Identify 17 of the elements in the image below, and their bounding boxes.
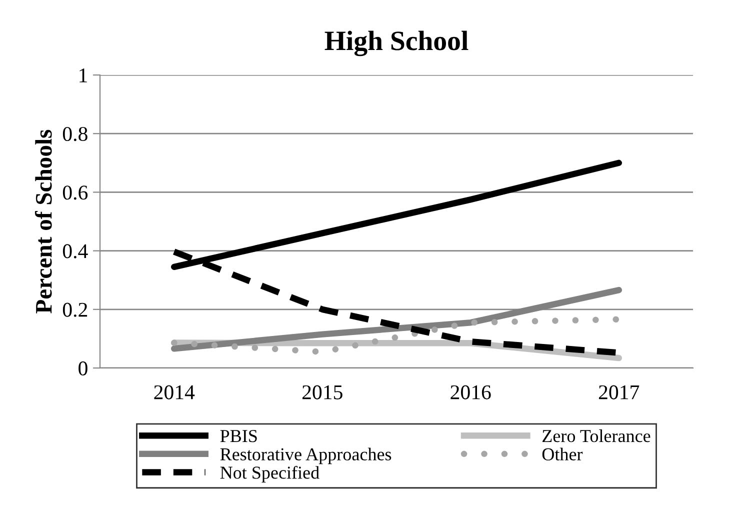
legend-label: Restorative Approaches bbox=[220, 448, 392, 464]
legend-label: Other bbox=[542, 448, 583, 460]
y-tick-label: 0.2 bbox=[62, 302, 88, 317]
x-tick-label: 2014 bbox=[154, 385, 195, 400]
y-tick-label: 0 bbox=[78, 361, 88, 376]
y-tick-label: 0.4 bbox=[62, 244, 88, 258]
y-tick-label: 0.8 bbox=[62, 126, 88, 142]
y-tick-label: 0.6 bbox=[62, 186, 88, 200]
y-tick-label: 1 bbox=[80, 68, 87, 82]
legend-label: PBIS bbox=[220, 430, 257, 442]
x-tick-label: 2015 bbox=[302, 385, 342, 400]
y-axis-title: Percent of Schools bbox=[34, 130, 52, 314]
x-tick-label: 2016 bbox=[450, 385, 491, 400]
x-tick-label: 2017 bbox=[598, 385, 640, 400]
legend-label: Zero Tolerance bbox=[542, 429, 650, 442]
legend-label: Not Specified bbox=[220, 466, 320, 482]
chart-title: High School bbox=[324, 30, 468, 56]
